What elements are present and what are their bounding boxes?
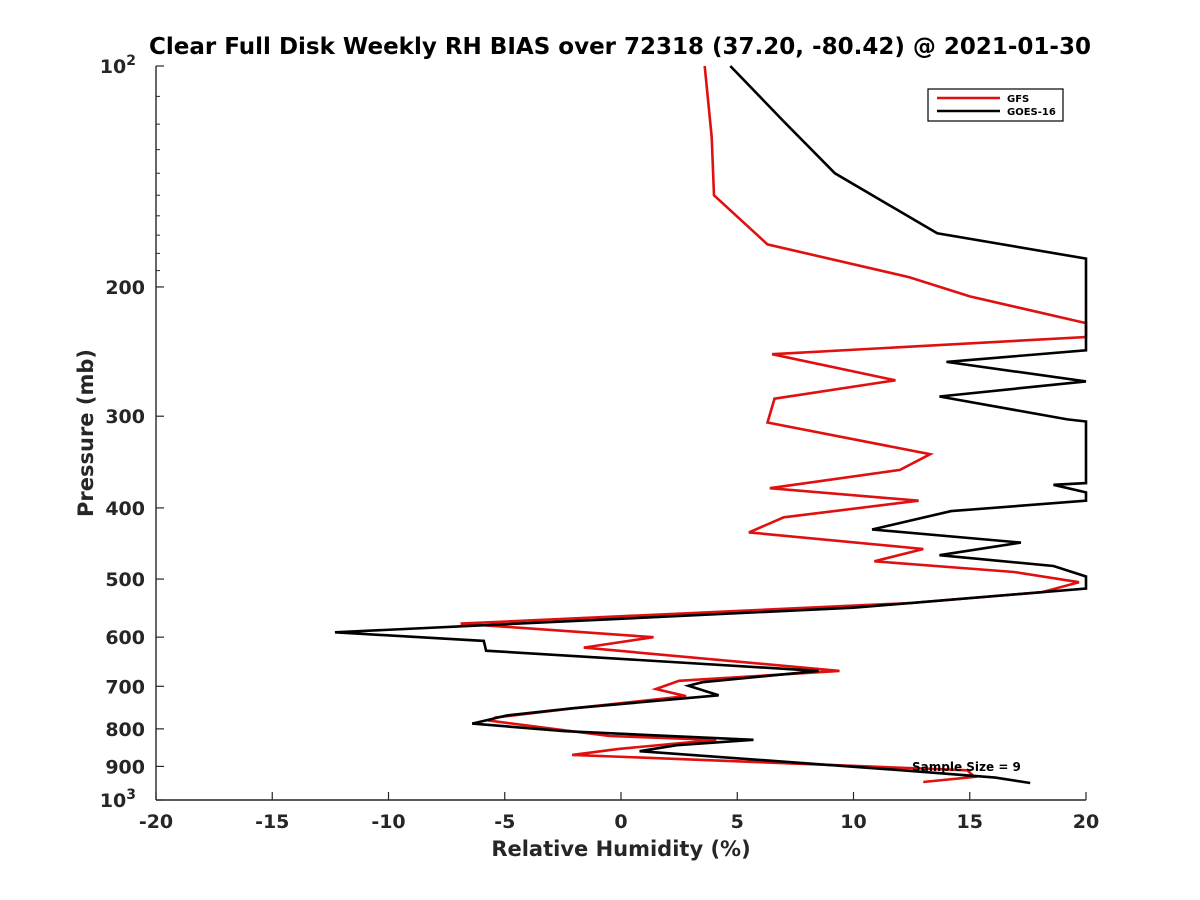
legend-box — [927, 88, 1064, 122]
y-tick-label: 400 — [105, 498, 145, 520]
y-tick-label: 700 — [105, 676, 145, 698]
x-tick-label: 0 — [614, 811, 627, 833]
y-axis-label: Pressure (mb) — [74, 349, 98, 517]
y-axis: 102 200 300 400 500 600 700 800 900 103 — [100, 53, 164, 812]
x-tick-label: 10 — [840, 811, 866, 833]
legend: GFS GOES-16 — [927, 88, 1064, 122]
y-tick-label: 900 — [105, 756, 145, 778]
series-lines — [334, 65, 1088, 785]
y-tick-label: 103 — [100, 787, 136, 812]
x-tick-label: 20 — [1073, 811, 1099, 833]
x-axis: -20 -15 -10 -5 0 5 10 15 20 — [139, 792, 1099, 833]
x-tick-label: 15 — [957, 811, 983, 833]
y-tick-label: 300 — [105, 406, 145, 428]
series-line-goes-16 — [334, 65, 1088, 785]
legend-label: GFS — [1007, 94, 1029, 105]
x-tick-label: -5 — [494, 811, 515, 833]
x-tick-label: -10 — [371, 811, 405, 833]
x-tick-label: -20 — [139, 811, 173, 833]
legend-label: GOES-16 — [1007, 107, 1056, 118]
x-tick-label: -15 — [255, 811, 289, 833]
y-tick-label: 800 — [105, 719, 145, 741]
chart-title: Clear Full Disk Weekly RH BIAS over 7231… — [149, 34, 1091, 60]
y-tick-label: 600 — [105, 627, 145, 649]
y-tick-label: 500 — [105, 569, 145, 591]
x-tick-label: 5 — [731, 811, 744, 833]
plot-area — [156, 66, 1086, 800]
y-tick-label: 102 — [100, 53, 136, 78]
y-tick-label: 200 — [105, 277, 145, 299]
sample-size-annotation: Sample Size = 9 — [912, 760, 1021, 774]
x-axis-label: Relative Humidity (%) — [491, 837, 750, 861]
